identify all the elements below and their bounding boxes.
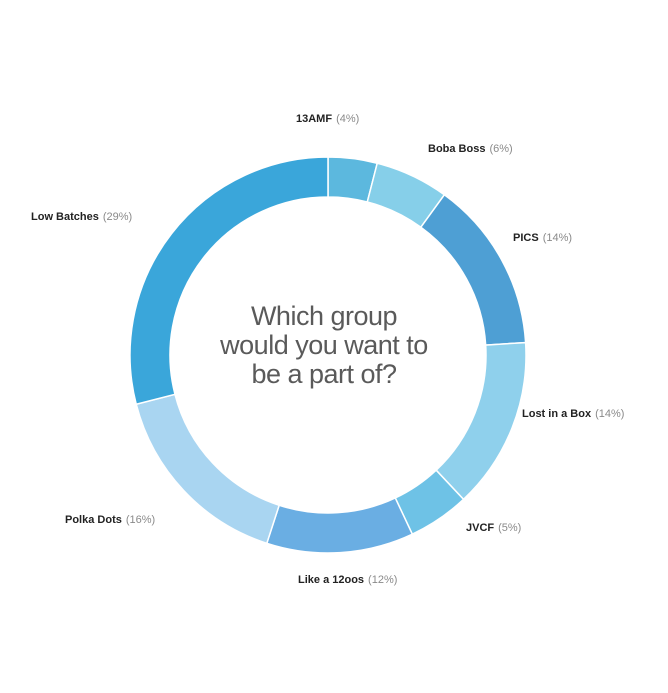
slice-percent: (29%) (102, 211, 133, 223)
slice-label-polka-dots: Polka Dots (16%) (65, 514, 155, 526)
slice-label-like-a-12oos: Like a 12oos (12%) (298, 574, 397, 586)
slice-percent: (4%) (336, 113, 360, 125)
donut-slice-low-batches (129, 156, 329, 406)
donut-slice-polka-dots (135, 393, 281, 545)
slice-name: Polka Dots (65, 514, 122, 526)
chart-center-question: Which group would you want to be a part … (214, 302, 434, 389)
slice-label-lost-in-a-box: Lost in a Box (14%) (522, 408, 624, 420)
slice-name: Like a 12oos (298, 574, 365, 586)
slice-label-jvcf: JVCF (5%) (466, 522, 521, 534)
slice-percent: (16%) (125, 514, 156, 526)
slice-label-low-batches: Low Batches (29%) (31, 211, 132, 223)
slice-label-pics: PICS (14%) (513, 232, 572, 244)
slice-label-13amf: 13AMF (4%) (296, 113, 359, 125)
slice-name: 13AMF (296, 113, 333, 125)
slice-name: Boba Boss (428, 143, 486, 155)
center-question-line: Which group (250, 301, 398, 331)
slice-label-boba-boss: Boba Boss (6%) (428, 143, 513, 155)
slice-percent: (5%) (498, 522, 522, 534)
center-question-line: be a part of? (251, 359, 397, 389)
slice-percent: (14%) (595, 408, 625, 420)
donut-slice-pics (419, 193, 527, 346)
slice-name: PICS (513, 232, 539, 244)
center-question-line: would you want to (220, 330, 428, 360)
donut-slice-lost-in-a-box (435, 341, 527, 501)
slice-percent: (12%) (368, 574, 398, 586)
slice-percent: (14%) (542, 232, 573, 244)
slice-name: Lost in a Box (522, 408, 592, 420)
slice-name: JVCF (466, 522, 495, 534)
slice-name: Low Batches (31, 211, 99, 223)
slice-percent: (6%) (489, 143, 513, 155)
donut-slice-like-a-12oos (265, 496, 414, 554)
